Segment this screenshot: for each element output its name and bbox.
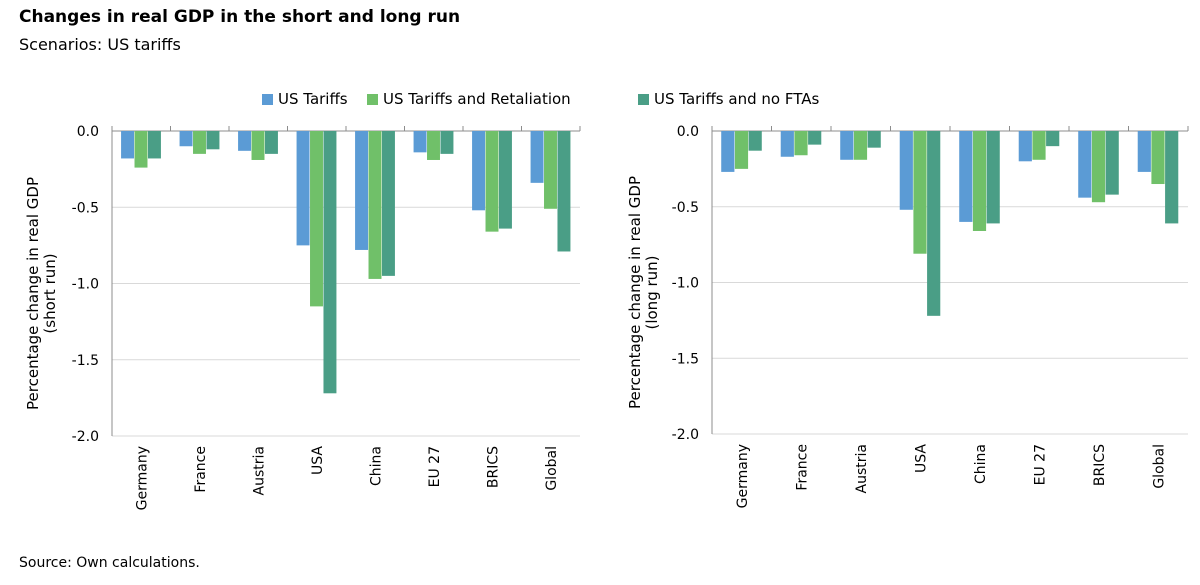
bar [368,131,382,279]
x-tick-label: BRICS [1092,444,1108,486]
legend-label: US Tariffs [278,90,348,108]
chart-title: Changes in real GDP in the short and lon… [19,7,461,27]
bar [427,131,440,160]
bar [264,131,278,154]
x-tick-label: EU 27 [1032,444,1048,485]
legend-item-us-tariffs-no-ftas: US Tariffs and no FTAs [638,90,819,108]
bar [899,131,913,210]
bar [913,131,927,254]
legend: US Tariffs US Tariffs and Retaliation US… [0,90,1200,112]
x-tick-label: Germany [134,446,150,510]
bar [721,131,735,172]
x-tick-label: EU 27 [427,446,443,487]
bar [1165,131,1179,224]
bar [840,131,854,160]
bar [1091,131,1106,203]
bar [927,131,941,316]
bar [472,131,486,211]
y-tick-label: -0.5 [672,200,699,216]
y-tick-label: -1.5 [72,353,99,369]
bar [544,131,557,209]
bar [238,131,252,151]
bar [413,131,427,153]
bar [381,131,395,276]
bar [867,131,881,148]
bar [498,131,512,229]
legend-swatch [262,93,273,105]
legend-item-us-tariffs: US Tariffs [262,90,348,108]
y-tick-label: 0.0 [77,124,99,140]
x-tick-label: Global [544,446,560,491]
y-tick-label: -2.0 [672,427,699,443]
y-axis-label: (long run) [643,255,661,329]
legend-swatch [367,93,378,105]
legend-swatch [638,93,649,105]
bar [1078,131,1092,198]
bar [323,131,337,394]
bar [557,131,571,252]
y-tick-label: -2.0 [72,429,99,445]
bar [355,131,369,250]
x-tick-label: France [794,444,810,491]
bar [986,131,1000,224]
x-tick-label: China [368,446,384,486]
y-tick-label: -1.0 [672,276,699,292]
bar [147,131,161,159]
y-axis-label: Percentage change in real GDP [626,176,644,409]
long-run-chart: 0.0 -0.5 -1.0 -1.5 -2.0 Germany France Austria U… [626,124,1189,508]
bar [748,131,762,151]
bar [1105,131,1119,195]
bar [853,131,868,160]
legend-label: US Tariffs and no FTAs [654,90,820,108]
bar [1046,131,1060,147]
bar [530,131,544,183]
x-tick-label: Austria [251,446,267,495]
bar [1018,131,1032,162]
bar [780,131,794,157]
bar [808,131,822,145]
x-tick-label: USA [913,444,929,473]
x-tick-label: BRICS [485,446,501,488]
bar [1151,131,1165,185]
y-tick-label: -0.5 [72,200,99,216]
y-axis-label: (short run) [41,253,59,333]
y-axis-label: Percentage change in real GDP [24,177,42,410]
legend-item-us-tariffs-retaliation: US Tariffs and Retaliation [367,90,571,108]
y-tick-label: -1.5 [672,351,699,367]
bar [193,131,206,154]
legend-label: US Tariffs and Retaliation [383,90,571,108]
bar [959,131,973,222]
bar [121,131,135,159]
chart-subtitle: Scenarios: US tariffs [19,35,181,54]
short-run-chart: 0.0 -0.5 -1.0 -1.5 -2.0 Germany France Austria U… [24,124,581,510]
bar [179,131,193,147]
x-tick-label: Austria [854,444,870,493]
x-tick-label: Germany [735,444,751,508]
bar [485,131,499,232]
bar [972,131,987,231]
bar [440,131,454,154]
bar [134,131,148,168]
bar [296,131,310,246]
x-tick-label: France [193,446,209,493]
bar [1032,131,1046,160]
y-tick-label: 0.0 [677,124,699,140]
x-tick-label: China [973,444,989,484]
bar [794,131,808,156]
bar [251,131,265,160]
x-tick-label: USA [310,446,326,475]
bar [1137,131,1151,172]
bar [310,131,323,307]
bar [734,131,749,169]
y-tick-label: -1.0 [72,277,99,293]
bar [206,131,220,150]
source-note: Source: Own calculations. [19,555,200,571]
x-tick-label: Global [1151,444,1167,489]
